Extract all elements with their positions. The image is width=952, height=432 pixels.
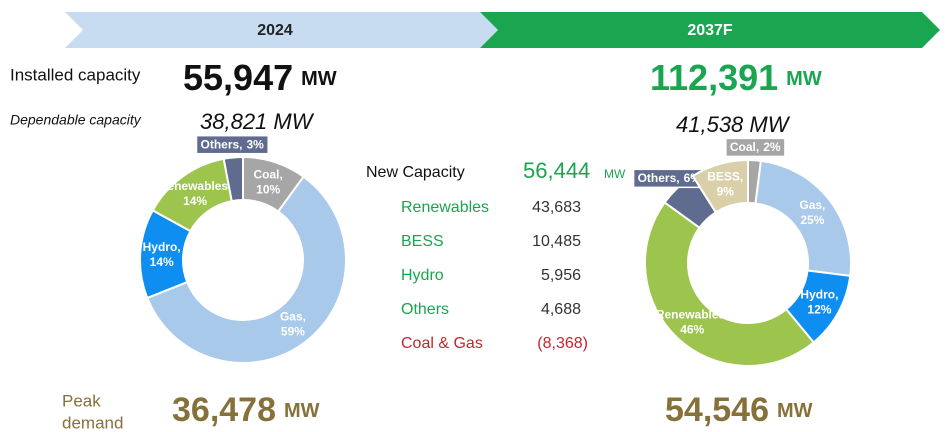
slice-label-text: Renewables, 46% <box>656 308 729 337</box>
value: 55,947 <box>183 57 293 98</box>
category: Coal, <box>254 168 283 182</box>
label: Dependable capacity <box>10 112 142 128</box>
donut-slice <box>222 155 244 203</box>
row-value: 4,688 <box>541 301 581 318</box>
label-box <box>725 137 786 158</box>
value: 36,478 <box>172 391 276 429</box>
slice-label: Hydro, 14% <box>143 240 181 269</box>
value: 56,444 <box>523 158 590 183</box>
slice-label-text: Others, 3% <box>200 138 264 152</box>
category: Others, <box>200 138 242 152</box>
year-label: 2024 <box>257 22 293 39</box>
row-value: 5,956 <box>541 267 581 284</box>
row-label: Others <box>401 301 449 318</box>
unit: MW <box>777 400 813 422</box>
slice-label-text: Hydro, 12% <box>800 287 838 316</box>
donut-slice <box>145 175 347 364</box>
donut-slice <box>691 158 749 214</box>
new-capacity-rows: Renewables 43,683 BESS 10,485 Hydro 5,956 Othe… <box>401 199 588 352</box>
slice-label-text: BESS, 9% <box>707 170 743 199</box>
row-value: 43,683 <box>532 199 581 216</box>
value-label: 9% <box>717 185 735 199</box>
category: Hydro, <box>143 240 181 254</box>
slice-label: Others, 3% <box>195 134 269 155</box>
value-label: 25% <box>800 213 824 227</box>
row-value: 10,485 <box>532 233 581 250</box>
category: Others, <box>638 171 680 185</box>
value: 38,821 MW <box>200 109 315 134</box>
category: Gas, <box>799 198 825 212</box>
slice-label-text: Coal, 10% <box>254 168 283 197</box>
value-label: 2% <box>763 140 781 154</box>
slice-label-text: Gas, 59% <box>280 310 306 339</box>
slice-label: Renewables, 46% <box>656 308 729 337</box>
slice-label-text: Hydro, 14% <box>143 240 181 269</box>
value-label: 46% <box>680 323 704 337</box>
value: 112,391 MW <box>650 57 822 98</box>
value: 41,538 MW <box>676 112 791 137</box>
row-label: Hydro <box>401 267 444 284</box>
row-label: BESS <box>401 233 444 250</box>
banner-2037 <box>480 12 940 48</box>
slice-label: Coal, 2% <box>725 137 786 158</box>
category: Coal, <box>730 140 759 154</box>
year-label: 2037F <box>687 22 733 39</box>
value: 54,546 MW <box>665 391 813 429</box>
value: 55,947 MW <box>183 57 337 98</box>
unit: MW <box>786 68 822 90</box>
value-label: 14% <box>183 194 207 208</box>
slice-label-text: Renewables, 14% <box>159 179 232 208</box>
slice-label: Others, 6% <box>632 168 707 189</box>
slice-label-text: Coal, 2% <box>730 140 781 154</box>
slice-label: Gas, 25% <box>799 198 825 227</box>
label-box <box>195 134 269 155</box>
slice-label: Hydro, 12% <box>800 287 838 316</box>
label: Installed capacity <box>10 65 141 84</box>
row-value: (8,368) <box>537 335 588 352</box>
category: Gas, <box>280 310 306 324</box>
value: 36,478 MW <box>172 391 320 429</box>
slice-label-text: Others, 6% <box>638 171 702 185</box>
slice-label: BESS, 9% <box>707 170 743 199</box>
row-label: Coal & Gas <box>401 335 483 352</box>
value-label: 12% <box>807 302 831 316</box>
slice-label: Renewables, 14% <box>159 179 232 208</box>
value: 112,391 <box>650 57 778 98</box>
slice-label-text: Gas, 25% <box>799 198 825 227</box>
value-label: 10% <box>256 183 280 197</box>
unit: MW <box>301 68 337 90</box>
unit: MW <box>284 400 320 422</box>
donut-slice <box>754 159 852 278</box>
slice-label: Coal, 10% <box>254 168 283 197</box>
category: Renewables, <box>159 179 232 193</box>
row-label: Renewables <box>401 199 489 216</box>
banner-2024 <box>65 12 498 48</box>
value-label: 59% <box>281 325 305 339</box>
value-label: 14% <box>150 255 174 269</box>
category: Renewables, <box>656 308 729 322</box>
value-label: 3% <box>247 138 265 152</box>
unit: MW <box>604 167 626 181</box>
label: New Capacity <box>366 164 465 181</box>
label: demand <box>62 413 123 432</box>
donut-slice <box>644 201 816 367</box>
label: Peak <box>62 391 101 410</box>
category: Hydro, <box>800 287 838 301</box>
slice-label: Gas, 59% <box>280 310 306 339</box>
value: 54,546 <box>665 391 769 429</box>
category: BESS, <box>707 170 743 184</box>
